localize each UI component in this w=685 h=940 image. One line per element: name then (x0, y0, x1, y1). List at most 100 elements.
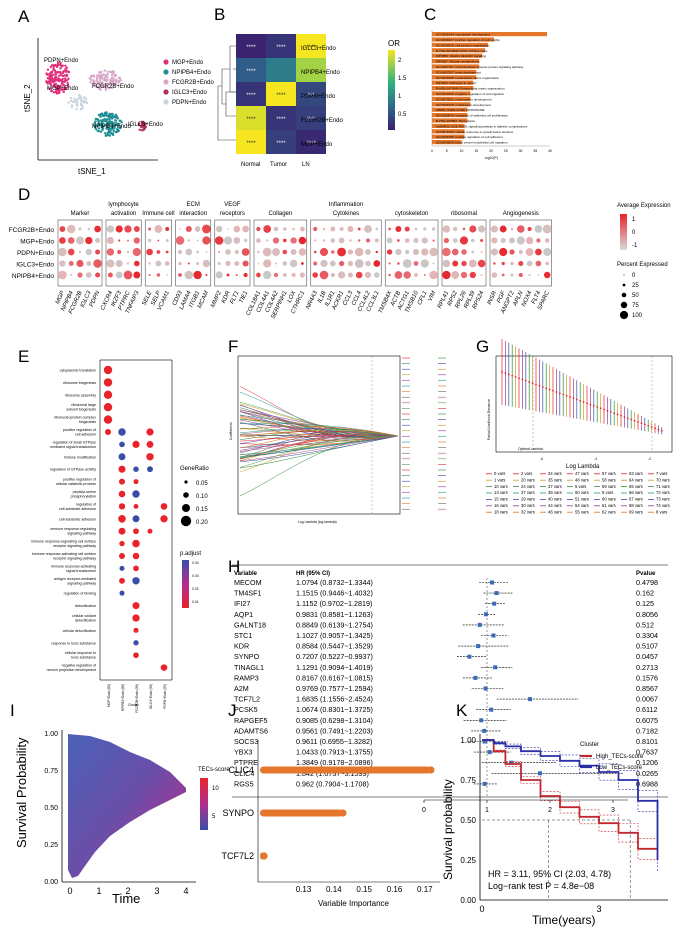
survival-score-y-tick: 0.50 (44, 805, 58, 812)
lasso-line (239, 435, 399, 463)
forest-estimate (483, 686, 488, 691)
tsne-point (52, 91, 56, 94)
dotplot-dot (313, 250, 317, 254)
dotplot-dot (217, 262, 221, 265)
heatmap-star: **** (246, 69, 256, 75)
dotplot-dot (349, 239, 352, 242)
forest-estimate (483, 612, 488, 617)
dotplot-dot (499, 247, 508, 257)
survival-score-x-tick: 4 (183, 886, 188, 896)
dotplot-gene-label: INSR (487, 290, 499, 306)
cv-legend-label: 6 vars (602, 490, 613, 495)
forest-variable: ADAMTS6 (234, 726, 268, 735)
importance-point (260, 852, 268, 860)
survival-score-x-tick: 2 (125, 886, 130, 896)
dotplot-dot (461, 249, 467, 255)
enrichment-bar (432, 96, 471, 101)
dotplot-dot (291, 272, 296, 278)
tsne-point (99, 71, 102, 75)
go-cluster-label: PDPN+Endo (59) (163, 684, 167, 709)
panel-label-k: K (456, 701, 468, 720)
forest-hr: 1.1291 (0.9094~1.4019) (296, 663, 373, 672)
go-term-label: toxic substance (71, 656, 96, 660)
tsne-point (107, 82, 111, 85)
dotplot-dot (413, 237, 419, 244)
enrichment-bar (432, 91, 471, 96)
forest-variable: A2M (234, 684, 249, 693)
dotplot-dot (432, 239, 435, 242)
cv-legend-label: 62 vars (602, 509, 616, 514)
dotplot-gene-label: CFL1 (417, 290, 429, 306)
forest-variable: TINAGL1 (234, 663, 264, 672)
heatmap-cell (236, 34, 266, 58)
forest-hr: 0.9769 (0.7577~1.2594) (296, 684, 373, 693)
km-curves (482, 739, 659, 900)
dotplot-dot (95, 237, 101, 244)
tsne-point (97, 120, 100, 123)
heatmap-star: **** (246, 93, 256, 99)
dotplot-dot (299, 226, 305, 232)
dotplot-group-box (384, 219, 439, 287)
tsne-point (59, 61, 62, 65)
enrichment-term-label: GO:0045785: positive regulation of cell … (436, 135, 503, 139)
lasso-line (239, 402, 399, 437)
tsne-point (54, 73, 57, 76)
forest-pvalue: 0.1206 (636, 758, 658, 767)
panel-j-importance: CLIC4 SYNPO TCF7L2 0.13 0.14 0.15 0.16 0.17 Va… (221, 740, 440, 908)
legend-dot-fcgr2b (163, 79, 169, 85)
forest-x-ticks: 0 1 2 3 (422, 800, 615, 814)
dotplot-dot (85, 272, 92, 278)
tsne-point (115, 121, 118, 125)
tsne-point (109, 121, 112, 124)
legend-dot-mgp (163, 59, 169, 65)
dotplot-dot (462, 227, 466, 231)
tsne-point (46, 77, 50, 80)
tsne-point (48, 87, 51, 90)
dotplot-gene-label: KDR (221, 290, 232, 305)
lasso-line (239, 435, 399, 458)
tsne-point (46, 81, 49, 84)
cv-point (592, 404, 595, 407)
dotplot-pct-tick: 100 (632, 313, 643, 319)
dotplot-dot (510, 261, 514, 266)
go-term-label: phosphorylation (71, 495, 96, 499)
importance-x-tick: 0.15 (356, 885, 372, 894)
dotplot-dot (93, 259, 102, 268)
dotplot-group-box (441, 219, 487, 287)
enrichment-term-label: GO:0030335: negative regulation of cell … (436, 92, 504, 96)
dotplot-dot (283, 227, 287, 231)
go-color-legend (182, 560, 189, 608)
go-size-tick: 0.20 (196, 520, 208, 526)
heatmap-cell (236, 130, 266, 154)
km-y-label: Survival probability (441, 779, 455, 880)
dotplot-dot (256, 272, 261, 278)
tsne-point (97, 129, 101, 133)
km-legend-low: Low_TECs-score (596, 765, 643, 771)
tsne-point (53, 84, 56, 88)
cv-point (650, 426, 653, 428)
tsne-point (105, 124, 109, 127)
dotplot-dot (403, 271, 411, 279)
dotplot-pct-title: Percent Expressed (617, 262, 668, 268)
dotplot-row-label: IGLC3+Endo (16, 262, 54, 269)
dotplot-dot (544, 238, 550, 243)
dotplot-dot (526, 260, 533, 267)
go-dot (118, 527, 126, 535)
dotplot-dot (543, 271, 551, 279)
go-dot (132, 602, 140, 610)
importance-bars: CLIC4 SYNPO TCF7L2 (221, 765, 435, 861)
survival-score-y-tick: 0.75 (44, 768, 58, 775)
forest-hr: 1.3849 (0.9178~2.0896) (296, 758, 373, 767)
dotplot-dot (535, 260, 542, 267)
dotplot-pct-tick: 50 (632, 293, 639, 299)
dotplot-dot (70, 273, 73, 277)
survival-score-x-tick: 0 (67, 886, 72, 896)
enrichment-term-label: GO:0034330: cell junction organization (436, 43, 490, 47)
enrichment-term-label: R-HSA-9012999: RHO GTPase cycle (436, 49, 488, 53)
dotplot-dot (193, 270, 202, 280)
importance-x-tick: 0.14 (326, 885, 342, 894)
dotplot-dot (78, 227, 82, 231)
tsne-point (62, 83, 65, 87)
forest-tick-label: 2 (548, 807, 552, 814)
km-y-tick: 0.75 (460, 776, 476, 785)
